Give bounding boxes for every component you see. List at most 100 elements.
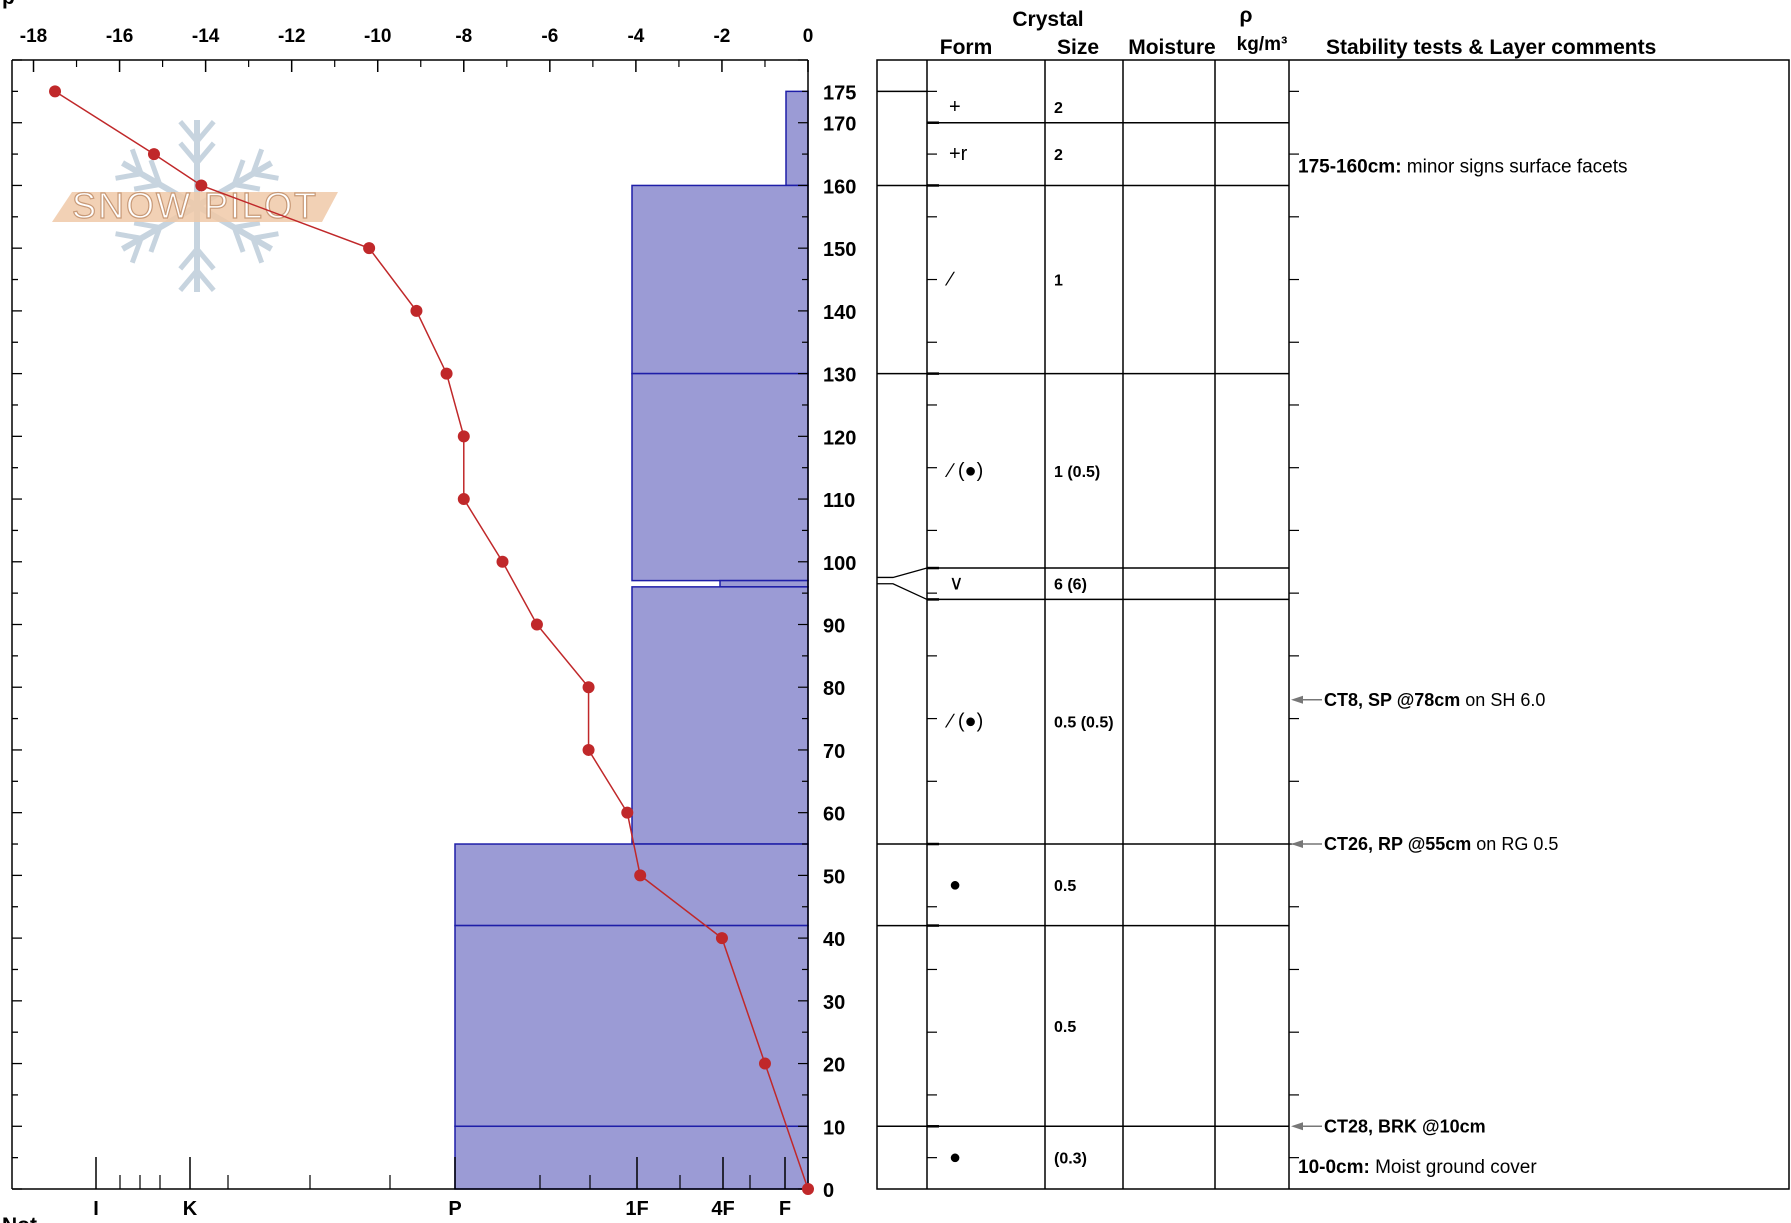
depth-tick-label: 40 (823, 929, 845, 951)
snowflake-branch (250, 148, 265, 175)
layer-form: + (949, 96, 961, 118)
snowflake-branch (129, 148, 144, 175)
temp-tick-label: -14 (192, 26, 220, 47)
hardness-layer-7 (454, 1125, 809, 1190)
layer-connector-fan (877, 583, 928, 601)
stability-test-label: CT28, BRK @10cm (1324, 1116, 1486, 1136)
hardness-layer-6 (454, 924, 809, 1128)
layer-size: 2 (1054, 100, 1063, 117)
temperature-point (195, 179, 208, 192)
layer-comment-range: 10-0cm: (1298, 1157, 1370, 1178)
layer-comment-text: Moist ground cover (1370, 1157, 1538, 1178)
depth-tick-label: 80 (823, 678, 845, 700)
depth-tick-label: 170 (823, 114, 856, 136)
watermark-text: SNOW PILOT (72, 185, 318, 226)
depth-tick-label: 30 (823, 992, 845, 1014)
stability-test: CT26, RP @55cm on RG 0.5 (1324, 834, 1558, 854)
depth-tick-label: 120 (823, 427, 856, 449)
hardness-label: P (448, 1198, 461, 1220)
temperature-point (582, 681, 595, 694)
layer-size: 6 (6) (1054, 577, 1087, 594)
layer-size: 0.5 (0.5) (1054, 715, 1114, 732)
depth-tick-label: 160 (823, 176, 856, 198)
depth-tick-label: 140 (823, 302, 856, 324)
temp-tick-label: -18 (20, 26, 47, 47)
depth-tick-label: 175 (823, 82, 856, 104)
hardness-layer-2 (631, 372, 809, 582)
temperature-point (758, 1057, 771, 1070)
layer-size: (0.3) (1054, 1151, 1087, 1168)
depth-tick-label: 90 (823, 616, 845, 638)
temp-tick-label: -2 (713, 26, 730, 47)
stability-test: CT8, SP @78cm on SH 6.0 (1324, 690, 1545, 710)
snowflake-branch (195, 268, 216, 292)
snowflake-branch (252, 171, 279, 181)
stability-test-label: CT26, RP @55cm (1324, 834, 1471, 854)
footer-label: Not (2, 1214, 37, 1223)
depth-axis: 1751701601501401301201101009080706050403… (798, 59, 856, 1202)
table-border (876, 59, 1790, 1190)
layer-comment: 175-160cm: minor signs surface facets (1298, 157, 1628, 178)
test-arrowhead (1291, 695, 1303, 704)
temperature-point (440, 367, 453, 380)
temp-tick-label: -12 (278, 26, 305, 47)
watermark-banner (52, 192, 338, 222)
snowflake-branch (231, 159, 246, 186)
snowflake-branch (115, 171, 142, 181)
layer-size: 0.5 (1054, 878, 1076, 895)
hardness-layers (454, 90, 809, 1190)
test-arrowhead (1291, 840, 1303, 849)
snow-pilot-watermark: SNOW PILOT (52, 120, 338, 292)
temperature-point (457, 430, 470, 443)
snowflake-branch (195, 120, 216, 144)
hardness-layer-4 (631, 586, 809, 845)
depth-tick-label: 100 (823, 553, 856, 575)
hardness-axis: I K P 1F 4F F (93, 1157, 791, 1220)
hardness-label: K (183, 1198, 198, 1220)
temp-tick-label: -16 (106, 26, 133, 47)
snowflake-branch (178, 141, 199, 165)
depth-tick-label: 70 (823, 741, 845, 763)
layer-form: ∕ (944, 269, 955, 291)
layer-comment-range: 175-160cm: (1298, 157, 1402, 178)
temperature-point (457, 493, 470, 506)
hardness-layer-5 (454, 843, 809, 927)
snowflake-branch (178, 247, 199, 271)
snowflake-branch (148, 159, 163, 186)
snowflake-branch (195, 247, 216, 271)
layer-size: 2 (1054, 147, 1063, 164)
depth-tick-label: 0 (823, 1180, 834, 1202)
hardness-layer-1 (631, 184, 809, 375)
snowflake-branch (133, 182, 161, 192)
snowflake-branch (148, 226, 163, 253)
temperature-point (582, 743, 595, 756)
layer-form: ● (949, 1147, 961, 1169)
snowflake-branch (129, 237, 144, 264)
snowflake-branch (133, 220, 161, 230)
layer-comment-text: minor signs surface facets (1402, 157, 1628, 178)
temp-tick-label: -8 (455, 26, 472, 47)
snowflake-branch (178, 268, 199, 292)
snowflake-branch (115, 231, 142, 241)
header-comments: Stability tests & Layer comments (1326, 36, 1656, 59)
layer-size: 1 (0.5) (1054, 464, 1100, 481)
temp-tick-label: -6 (541, 26, 558, 47)
snowflake-branch (178, 120, 199, 144)
temperature-point (802, 1183, 814, 1195)
temperature-point (715, 932, 728, 945)
snowflake-branch (252, 231, 279, 241)
layer-size: 0.5 (1054, 1019, 1076, 1036)
temperature-point (147, 148, 160, 161)
temperature-point (410, 304, 423, 317)
snowflake-branch (250, 237, 265, 264)
snowflake-branch (233, 182, 261, 192)
layer-connector-fan (877, 567, 928, 579)
hardness-layer-0 (785, 90, 809, 187)
header-rho: ρ (1240, 4, 1253, 27)
stability-test-detail: on SH 6.0 (1460, 690, 1545, 710)
layer-form: ● (949, 874, 961, 896)
temperature-profile (49, 85, 814, 1195)
stability-test: CT28, BRK @10cm (1324, 1116, 1486, 1136)
temperature-point (621, 806, 634, 819)
